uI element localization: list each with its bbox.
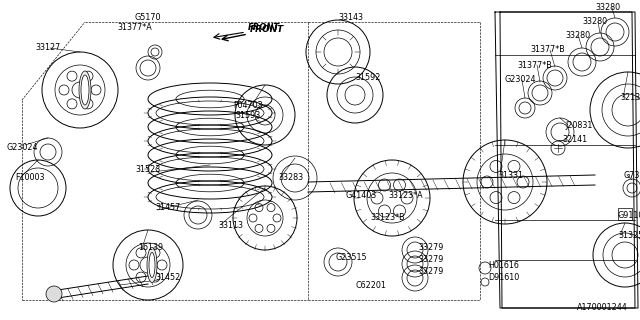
Text: F10003: F10003	[15, 173, 45, 182]
Text: 33113: 33113	[218, 220, 243, 229]
Text: D91610: D91610	[488, 274, 519, 283]
Bar	[618, 208, 632, 220]
Text: 33279: 33279	[418, 244, 444, 252]
Text: G23515: G23515	[335, 253, 367, 262]
Text: 31523: 31523	[136, 165, 161, 174]
Text: 33280: 33280	[565, 30, 591, 39]
Text: 31377*B: 31377*B	[518, 60, 552, 69]
Text: G5170: G5170	[135, 13, 161, 22]
Text: 16139: 16139	[138, 244, 163, 252]
Ellipse shape	[79, 71, 91, 109]
Text: 33280: 33280	[582, 18, 607, 27]
Ellipse shape	[147, 247, 157, 283]
Text: G73521: G73521	[624, 171, 640, 180]
Text: 31331: 31331	[498, 171, 523, 180]
Ellipse shape	[81, 75, 89, 105]
Text: FRONT: FRONT	[250, 26, 284, 35]
Text: 33143: 33143	[338, 13, 363, 22]
Text: 32135: 32135	[620, 93, 640, 102]
Text: 31457: 31457	[155, 204, 180, 212]
Text: F04703: F04703	[233, 100, 263, 109]
Text: G23024: G23024	[504, 76, 536, 84]
Text: 31325: 31325	[618, 230, 640, 239]
Text: 31377*A: 31377*A	[118, 23, 152, 33]
Text: 33279: 33279	[418, 255, 444, 265]
Text: 31593: 31593	[236, 110, 260, 119]
Circle shape	[46, 286, 62, 302]
Text: 33127: 33127	[35, 44, 61, 52]
Text: 31592: 31592	[355, 74, 380, 83]
Text: 33279: 33279	[418, 268, 444, 276]
Text: H01616: H01616	[488, 260, 519, 269]
Text: G23024: G23024	[6, 143, 38, 153]
Text: A170001244: A170001244	[577, 303, 628, 313]
Text: 33123*A: 33123*A	[388, 190, 422, 199]
Text: 31452: 31452	[155, 274, 180, 283]
Text: G91108: G91108	[618, 211, 640, 220]
Text: 33123*B: 33123*B	[370, 213, 404, 222]
Text: J20831: J20831	[565, 121, 593, 130]
Text: FRONT: FRONT	[248, 23, 280, 33]
Ellipse shape	[149, 252, 155, 277]
Text: G41403: G41403	[345, 190, 376, 199]
Text: 32141: 32141	[562, 135, 587, 145]
Text: 33280: 33280	[595, 4, 621, 12]
Text: 31377*B: 31377*B	[531, 45, 565, 54]
Text: C62201: C62201	[355, 281, 386, 290]
Text: 33283: 33283	[278, 173, 303, 182]
